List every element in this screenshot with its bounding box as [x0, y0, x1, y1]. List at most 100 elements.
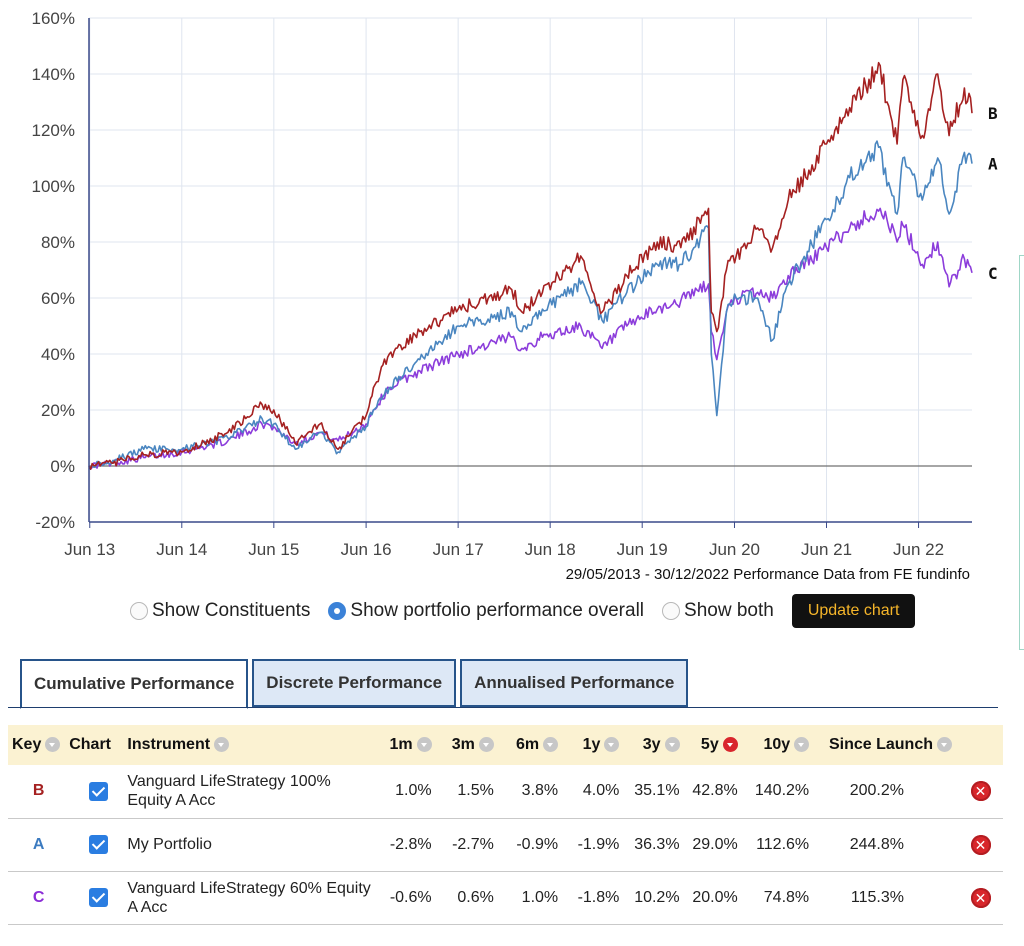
x-tick-label: Jun 16 [341, 540, 392, 559]
update-chart-button[interactable]: Update chart [791, 594, 916, 628]
instrument-link[interactable]: Vanguard LifeStrategy 60% Equity A Acc [127, 871, 373, 925]
cell-6m: 1.0% [499, 871, 565, 925]
table-row: C Vanguard LifeStrategy 60% Equity A Acc… [8, 871, 1003, 925]
y-tick-label: 20% [41, 401, 75, 420]
y-axis-ticks: -20% 0% 20% 40% 60% 80% 100% 120% 140% 160% [32, 9, 75, 532]
column-header-10y[interactable]: 10y [743, 725, 816, 765]
x-tick-label: Jun 13 [64, 540, 115, 559]
radio-show-both[interactable]: Show both [662, 600, 774, 622]
cell-since-launch: 200.2% [815, 765, 958, 819]
performance-table: Key Chart Instrument 1m 3m 6m 1y 3y 5y 1… [8, 725, 1003, 925]
series-line-a [88, 140, 973, 470]
y-tick-label: 100% [32, 177, 75, 196]
performance-chart: -20% 0% 20% 40% 60% 80% 100% 120% 140% 160% Jun 1… [32, 9, 998, 583]
column-header-since-launch[interactable]: Since Launch [815, 725, 958, 765]
series-label-a: A [988, 155, 998, 174]
sort-icon[interactable] [937, 737, 952, 753]
remove-icon[interactable]: ✕ [970, 887, 991, 908]
chart-series [88, 61, 973, 470]
column-header-1m[interactable]: 1m [372, 725, 438, 765]
side-panel-edge [1019, 255, 1024, 650]
tabs-divider [8, 707, 998, 708]
column-header-5y[interactable]: 5y [685, 725, 744, 765]
chart-toggle-cell [69, 818, 128, 872]
cell-since-launch: 115.3% [815, 871, 958, 925]
sort-active-icon[interactable] [722, 737, 738, 753]
chart-controls: Show Constituents Show portfolio perform… [130, 594, 916, 628]
sort-icon[interactable] [214, 737, 230, 753]
cell-10y: 112.6% [743, 818, 816, 872]
cell-1m: 1.0% [372, 765, 438, 819]
cell-1y: -1.8% [564, 871, 626, 925]
table-row: A My Portfolio -2.8% -2.7% -0.9% -1.9% 3… [8, 818, 1003, 872]
radio-button[interactable] [328, 602, 347, 620]
tab-cumulative-performance[interactable]: Cumulative Performance [20, 659, 249, 709]
instrument-link[interactable]: Vanguard LifeStrategy 100% Equity A Acc [127, 765, 373, 819]
cell-since-launch: 244.8% [815, 818, 958, 872]
y-tick-label: 40% [41, 345, 75, 364]
sort-icon[interactable] [416, 737, 432, 753]
chart-toggle-cell [69, 765, 128, 819]
row-key: A [8, 818, 70, 872]
remove-icon[interactable]: ✕ [970, 781, 991, 802]
cell-5y: 29.0% [685, 818, 744, 872]
row-key: C [8, 871, 70, 925]
sort-icon[interactable] [45, 737, 61, 753]
remove-icon[interactable]: ✕ [970, 834, 991, 855]
radio-button[interactable] [662, 602, 681, 620]
radio-show-constituents[interactable]: Show Constituents [130, 600, 310, 622]
instrument-link[interactable]: My Portfolio [127, 818, 373, 872]
cell-6m: -0.9% [499, 818, 565, 872]
sort-icon[interactable] [664, 737, 680, 753]
cell-1y: 4.0% [564, 765, 626, 819]
cell-5y: 20.0% [685, 871, 744, 925]
chart-checkbox[interactable] [88, 781, 108, 801]
cell-5y: 42.8% [685, 765, 744, 819]
series-line-c [88, 207, 973, 470]
column-header-1y[interactable]: 1y [564, 725, 626, 765]
sort-icon[interactable] [604, 737, 620, 753]
cell-10y: 140.2% [743, 765, 816, 819]
x-axis-ticks: Jun 13 Jun 14 Jun 15 Jun 16 Jun 17 Jun 18 Jun … [64, 522, 944, 559]
column-header-3m[interactable]: 3m [437, 725, 500, 765]
cell-3y: 10.2% [625, 871, 686, 925]
tab-annualised-performance[interactable]: Annualised Performance [460, 659, 689, 707]
row-key: B [8, 765, 70, 819]
cell-3m: 1.5% [437, 765, 500, 819]
sort-icon[interactable] [543, 737, 559, 753]
remove-cell: ✕ [958, 871, 1003, 925]
table-header-row: Key Chart Instrument 1m 3m 6m 1y 3y 5y 1… [8, 725, 1003, 765]
chart-checkbox[interactable] [88, 888, 108, 907]
sort-icon[interactable] [794, 737, 810, 753]
tab-discrete-performance[interactable]: Discrete Performance [252, 659, 457, 707]
column-header-6m[interactable]: 6m [499, 725, 565, 765]
cell-3y: 35.1% [625, 765, 686, 819]
series-label-b: B [988, 104, 998, 123]
table-row: B Vanguard LifeStrategy 100% Equity A Ac… [8, 765, 1003, 819]
column-header-chart: Chart [69, 725, 128, 765]
x-tick-label: Jun 19 [617, 540, 668, 559]
chart-checkbox[interactable] [88, 835, 108, 854]
cell-3m: -2.7% [437, 818, 500, 872]
remove-cell: ✕ [958, 765, 1003, 819]
sort-icon[interactable] [478, 737, 494, 753]
cell-1m: -0.6% [372, 871, 438, 925]
data-source-note: 29/05/2013 - 30/12/2022 Performance Data… [566, 566, 970, 583]
y-tick-label: 60% [41, 289, 75, 308]
x-tick-label: Jun 20 [709, 540, 760, 559]
chart-gridlines [89, 17, 972, 523]
x-tick-label: Jun 17 [433, 540, 484, 559]
radio-button[interactable] [130, 602, 148, 620]
cell-1m: -2.8% [372, 818, 438, 872]
column-header-key[interactable]: Key [8, 725, 70, 765]
radio-label: Show Constituents [152, 600, 311, 621]
column-header-3y[interactable]: 3y [625, 725, 686, 765]
radio-label: Show portfolio performance overall [350, 600, 645, 621]
y-tick-label: 80% [41, 233, 75, 252]
x-tick-label: Jun 18 [525, 540, 576, 559]
x-tick-label: Jun 14 [156, 540, 207, 559]
x-tick-label: Jun 15 [248, 540, 299, 559]
radio-show-portfolio-overall[interactable]: Show portfolio performance overall [328, 600, 644, 622]
y-tick-label: 120% [32, 121, 75, 140]
column-header-instrument[interactable]: Instrument [127, 725, 373, 765]
